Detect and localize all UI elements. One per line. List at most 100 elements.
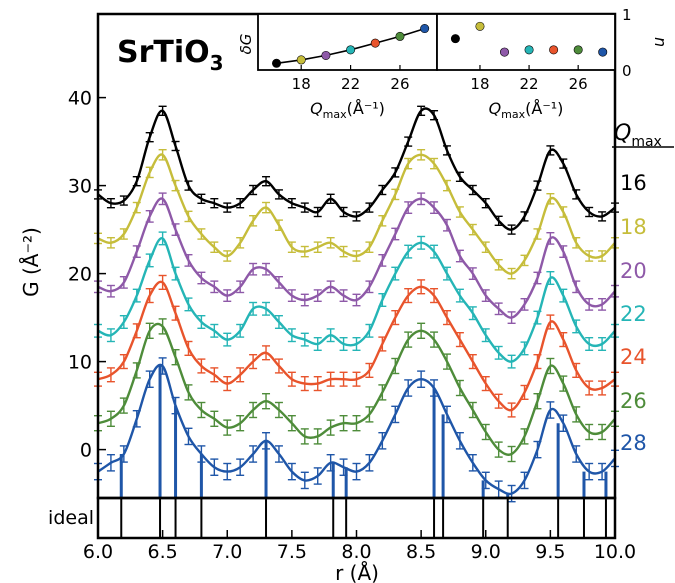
errorbar-16 — [158, 105, 167, 117]
errorbar-18 — [197, 228, 206, 240]
y-tick-label: 20 — [68, 264, 92, 286]
errorbar-20 — [417, 192, 426, 206]
errorbar-28 — [391, 405, 400, 424]
inset-point — [475, 21, 485, 31]
errorbar-22 — [533, 310, 542, 325]
inset-x-tick-label: 22 — [341, 75, 360, 93]
errorbar-24 — [171, 305, 180, 321]
errorbar-24 — [481, 376, 490, 392]
errorbar-18 — [262, 201, 271, 214]
errorbar-28 — [404, 379, 413, 397]
errorbar-28 — [223, 462, 232, 481]
errorbar-20 — [287, 289, 296, 302]
errorbar-28 — [365, 454, 374, 472]
errorbar-28 — [598, 462, 607, 481]
errorbar-26 — [533, 393, 542, 410]
errorbar-20 — [339, 289, 348, 302]
errorbar-20 — [197, 271, 206, 285]
errorbar-24 — [274, 358, 283, 374]
errorbar-16 — [249, 184, 258, 196]
errorbar-18 — [339, 245, 348, 258]
x-tick-label: 8.0 — [341, 541, 371, 563]
errorbar-18 — [249, 214, 258, 227]
x-tick-label: 8.5 — [406, 541, 436, 563]
errorbar-22 — [262, 301, 271, 316]
errorbar-24 — [352, 371, 361, 387]
errorbar-16 — [300, 202, 309, 213]
errorbar-24 — [417, 279, 426, 295]
inset-point — [272, 58, 282, 68]
errorbar-20 — [300, 293, 309, 307]
errorbar-26 — [249, 401, 258, 419]
errorbar-28 — [572, 445, 581, 463]
errorbar-28 — [494, 480, 503, 498]
errorbar-26 — [520, 428, 529, 445]
errorbar-24 — [132, 323, 141, 339]
errorbar-20 — [145, 209, 154, 223]
errorbar-22 — [184, 297, 193, 312]
errorbar-28 — [559, 414, 568, 432]
errorbar-20 — [210, 280, 219, 294]
x-tick-label: 9.0 — [471, 541, 501, 563]
errorbar-18 — [119, 228, 128, 240]
errorbar-24 — [326, 371, 335, 387]
errorbar-18 — [507, 267, 516, 280]
errorbar-16 — [430, 109, 439, 121]
errorbar-16 — [262, 175, 271, 187]
errorbar-16 — [210, 197, 219, 209]
errorbar-16 — [455, 171, 464, 183]
errorbar-24 — [158, 274, 167, 290]
errorbar-24 — [598, 380, 607, 396]
inset-frame — [436, 13, 616, 71]
errorbar-28 — [249, 445, 258, 463]
errorbar-20 — [585, 298, 594, 311]
inset-frame — [257, 13, 438, 71]
errorbar-24 — [442, 310, 451, 326]
inset-x-axis-label: Qmax(Å⁻¹) — [310, 99, 385, 121]
errorbar-24 — [197, 358, 206, 374]
errorbar-24 — [119, 354, 128, 370]
ideal-panel-frame — [96, 496, 617, 540]
x-tick-label: 7.0 — [212, 541, 242, 563]
inset-point — [524, 45, 534, 55]
errorbar-26 — [494, 441, 503, 458]
errorbar-20 — [223, 289, 232, 302]
errorbar-24 — [533, 354, 542, 370]
errorbar-22 — [210, 323, 219, 338]
errorbar-20 — [365, 280, 374, 294]
errorbar-20 — [404, 201, 413, 215]
errorbar-16 — [287, 197, 296, 209]
errorbar-28 — [210, 458, 219, 476]
y-tick-label: 30 — [68, 176, 92, 198]
errorbar-22 — [494, 345, 503, 360]
y-tick-label: 0 — [80, 440, 92, 462]
errorbar-24 — [585, 380, 594, 396]
inset-n: 18 22 26 Qmax(Å⁻¹) 0 1 n — [436, 6, 670, 121]
errorbar-20 — [158, 192, 167, 206]
errorbar-24 — [365, 362, 374, 378]
legend-title: Qmax — [614, 121, 662, 150]
inset-point — [500, 47, 510, 57]
errorbar-28 — [300, 471, 309, 490]
errorbar-16 — [468, 184, 477, 196]
errorbar-24 — [430, 288, 439, 304]
inset-point — [296, 55, 306, 65]
errorbar-26 — [404, 331, 413, 348]
errorbar-26 — [391, 357, 400, 375]
errorbar-22 — [287, 328, 296, 343]
errorbar-18 — [585, 250, 594, 262]
errorbar-20 — [391, 227, 400, 241]
errorbar-20 — [352, 293, 361, 307]
errorbar-22 — [339, 337, 348, 351]
errorbar-26 — [455, 379, 464, 397]
errorbar-16 — [171, 140, 180, 152]
errorbar-20 — [520, 298, 529, 311]
errorbar-18 — [430, 157, 439, 170]
errorbar-18 — [300, 245, 309, 258]
errorbar-24 — [106, 367, 115, 383]
errorbar-26 — [184, 384, 193, 401]
errorbar-26 — [559, 375, 568, 392]
errorbar-26 — [300, 428, 309, 445]
errorbar-20 — [468, 267, 477, 280]
errorbar-28 — [585, 462, 594, 481]
